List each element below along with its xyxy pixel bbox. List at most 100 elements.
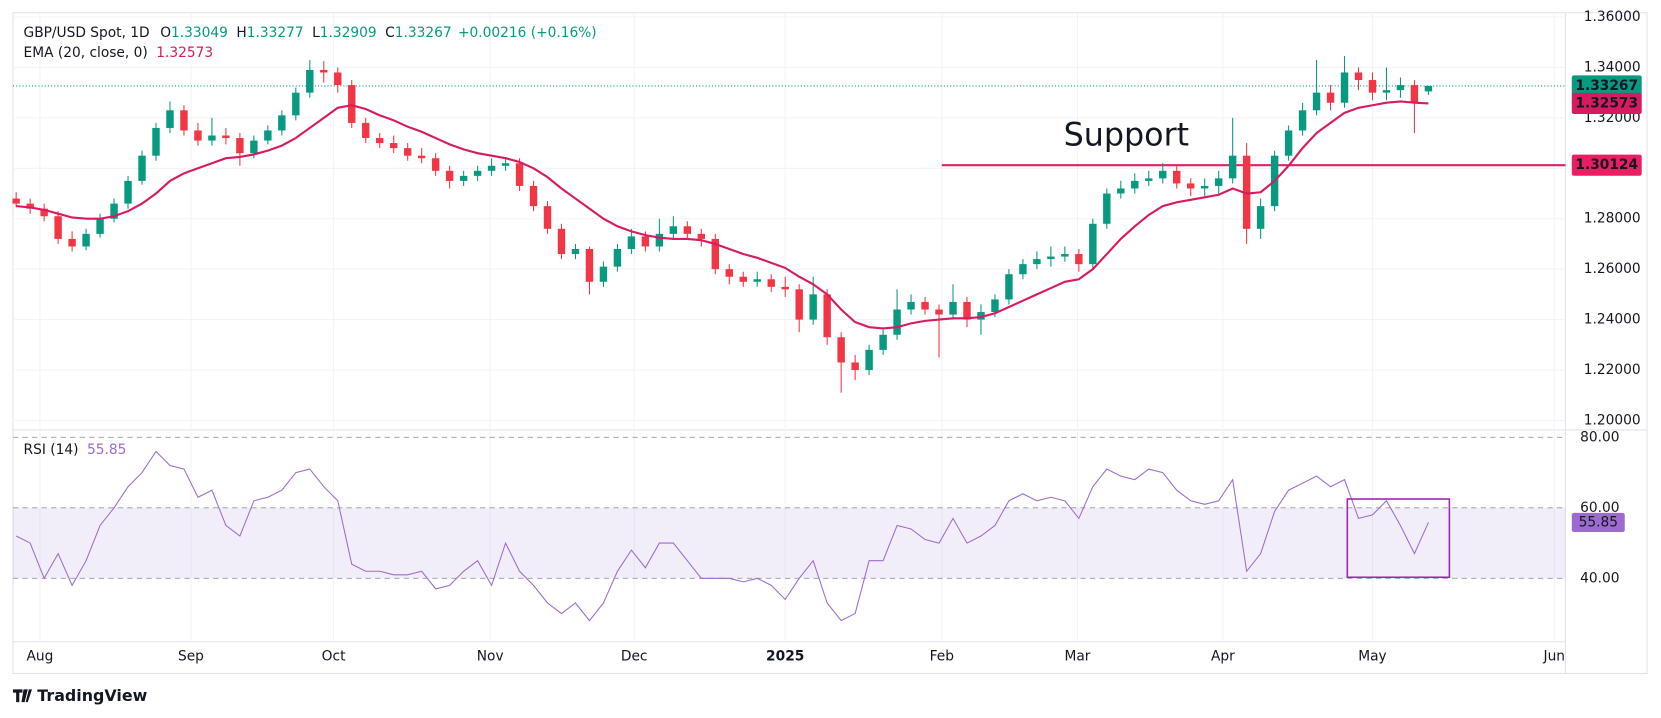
ema-value: 1.32573 [156, 45, 213, 61]
candle-body [725, 269, 733, 277]
candle [1089, 218, 1097, 270]
change: +0.00216 (+0.16%) [458, 25, 597, 41]
candle-body [1047, 256, 1055, 260]
candle [1200, 178, 1209, 197]
candle [781, 276, 789, 297]
candle [1159, 163, 1167, 184]
candle [725, 264, 733, 285]
candle [1382, 67, 1391, 101]
candle-body [68, 238, 76, 247]
x-tick-label: Aug [27, 649, 54, 665]
candle [1005, 269, 1013, 305]
candle-body [879, 334, 887, 350]
candle [949, 284, 957, 320]
candle [334, 67, 342, 93]
candle [166, 101, 174, 133]
candle [963, 296, 971, 328]
candle-body [320, 69, 328, 73]
ohlc-value: 1.33277 [247, 25, 304, 41]
candle [236, 132, 244, 166]
x-tick-label: Oct [322, 649, 346, 665]
candle-body [1089, 223, 1097, 265]
candle-body [1033, 259, 1041, 265]
candle-body [669, 226, 678, 234]
candle-body [82, 233, 90, 247]
rsi-band [12, 507, 1566, 579]
ohlc-prefix: L [312, 25, 320, 41]
candle-body [348, 85, 356, 123]
candle-body [851, 362, 859, 371]
candle [907, 294, 915, 315]
x-tick-label: 2025 [766, 649, 804, 665]
candle [278, 110, 286, 136]
candle-body [222, 135, 230, 139]
x-tick-label: Jun [1543, 649, 1565, 665]
candle-body [1368, 80, 1377, 93]
candle [1410, 80, 1419, 133]
candle [1173, 165, 1181, 189]
candle [417, 148, 426, 164]
candle-body [697, 233, 706, 239]
candle [348, 80, 356, 128]
price-tag [1571, 75, 1642, 97]
x-tick-label: Sep [178, 649, 204, 665]
candle [1117, 180, 1125, 199]
x-tick-label: May [1358, 649, 1386, 665]
candle-body [1396, 85, 1405, 91]
candle-body [96, 218, 104, 234]
rsi-name: RSI (14) [24, 442, 79, 458]
candle-body [543, 206, 552, 229]
candle [879, 329, 887, 355]
candle [529, 180, 538, 212]
candle [515, 158, 524, 191]
x-tick-label: Nov [477, 649, 504, 665]
candle-body [907, 301, 915, 310]
candle-body [1340, 72, 1349, 103]
candle [921, 296, 929, 315]
candle-body [459, 175, 468, 181]
rsi-tick-label: 60.00 [1580, 500, 1619, 516]
x-tick-label: Mar [1064, 649, 1090, 665]
candle-body [250, 140, 258, 154]
candle-body [54, 216, 62, 239]
candle-body [236, 138, 244, 154]
candle [739, 271, 747, 287]
candle-body [613, 248, 622, 267]
candle [655, 218, 664, 252]
candle-body [431, 158, 440, 171]
candle-body [865, 349, 873, 371]
candle [627, 228, 636, 255]
price-tag-label: 1.30124 [1575, 157, 1638, 173]
x-tick-label: Apr [1211, 649, 1235, 665]
candle [222, 127, 230, 145]
candle-body [949, 301, 957, 315]
candle [1214, 170, 1223, 194]
candle [543, 201, 552, 234]
candle [935, 304, 943, 358]
ohlc-prefix: O [160, 25, 171, 41]
candle-body [264, 130, 272, 141]
candle-body [1061, 254, 1069, 257]
candle-body [991, 299, 999, 313]
candle [1131, 173, 1139, 194]
candle [669, 216, 678, 239]
candle-body [1354, 72, 1363, 81]
y-tick-label: 1.34000 [1584, 59, 1641, 75]
candle [557, 223, 566, 260]
candle-body [529, 185, 538, 207]
plot: Support [12, 56, 1566, 622]
candle-body [781, 286, 789, 290]
candle-body [124, 180, 132, 204]
y-tick-label: 1.24000 [1584, 312, 1641, 328]
candle [1424, 85, 1433, 95]
candle-body [26, 203, 34, 209]
candle-body [739, 276, 747, 282]
candle-body [571, 248, 580, 255]
candle [124, 175, 132, 209]
candle [376, 132, 384, 149]
header: GBP/USD Spot, 1D O1.33049 H1.33277 L1.32909… [24, 25, 597, 41]
candle [599, 261, 608, 287]
candle-body [166, 110, 174, 128]
rsi-value: 55.85 [87, 442, 126, 458]
candle-body [893, 309, 901, 335]
